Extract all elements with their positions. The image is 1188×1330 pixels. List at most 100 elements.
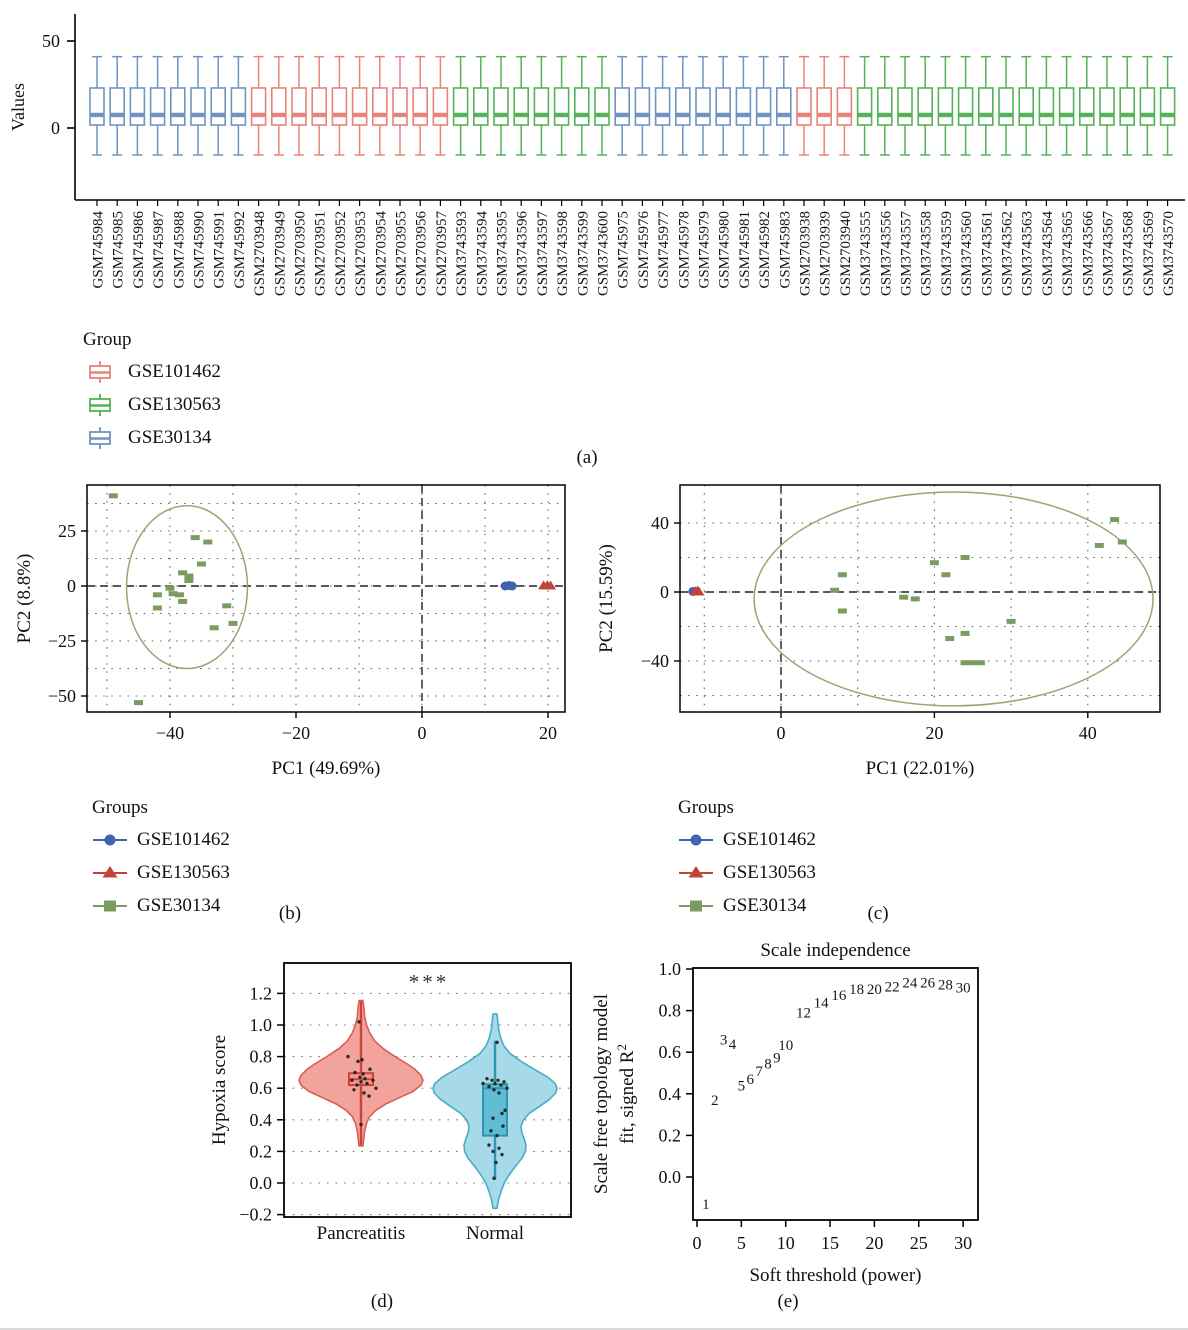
point-square <box>152 605 162 611</box>
sample-label: GSM3743564 <box>1040 211 1056 297</box>
point-square <box>960 555 970 560</box>
triangle-marker-icon <box>679 865 713 877</box>
jitter-point <box>356 1059 360 1064</box>
x-tick-label: 20 <box>865 1233 883 1253</box>
sample-label: GSM3743594 <box>474 211 490 297</box>
point-square <box>968 660 978 666</box>
y-tick-label: 50 <box>42 31 60 51</box>
median <box>857 112 872 118</box>
sample-label: GSM745979 <box>697 211 713 289</box>
jitter-point <box>367 1094 371 1098</box>
median <box>251 112 266 118</box>
box <box>1018 87 1035 126</box>
power-point-label: 30 <box>956 981 971 997</box>
box <box>109 87 125 126</box>
y-tick-label: −25 <box>48 631 76 651</box>
caption-b: (b) <box>278 903 302 924</box>
jitter-point <box>497 1146 501 1150</box>
median <box>150 112 165 118</box>
sample-label: GSM3743597 <box>535 211 551 297</box>
sample-label: GSM3743558 <box>919 211 935 296</box>
jitter-point <box>346 1054 350 1059</box>
sample-label: GSM745992 <box>232 211 248 289</box>
median <box>595 112 609 118</box>
point-square <box>197 561 206 567</box>
box <box>977 87 994 126</box>
jitter-point <box>374 1086 378 1090</box>
jitter-point <box>365 1081 369 1086</box>
data-points <box>688 517 1127 666</box>
sample-label: GSM3743600 <box>596 211 612 296</box>
median <box>90 112 104 118</box>
median <box>756 112 771 118</box>
point-square <box>1110 517 1120 523</box>
sample-label: GSM745976 <box>636 211 652 289</box>
y-axis-title: Hypoxia score <box>209 1035 230 1145</box>
legend-item-label: GSE30134 <box>723 894 807 916</box>
point-square <box>108 493 118 499</box>
box <box>210 87 226 126</box>
median <box>1120 112 1135 118</box>
median <box>898 112 912 118</box>
power-point-label: 24 <box>902 976 918 992</box>
median <box>999 112 1013 118</box>
sample-label: GSM745978 <box>676 211 692 289</box>
square-marker-icon <box>679 900 713 911</box>
box <box>331 87 348 126</box>
x-tick-label: 5 <box>737 1233 746 1253</box>
power-point-label: 7 <box>755 1064 763 1080</box>
y-tick-label: 1.0 <box>659 959 682 979</box>
y-tick-label: 0.8 <box>659 1001 682 1021</box>
sample-label: GSM3743598 <box>555 211 571 296</box>
power-point-label: 3 <box>720 1033 728 1049</box>
box <box>897 87 913 126</box>
box <box>311 87 328 126</box>
x-axis-title: Soft threshold (power) <box>749 1265 921 1286</box>
sample-label: GSM3743561 <box>979 211 995 296</box>
y-tick-label: 0.0 <box>250 1173 273 1193</box>
confidence-ellipse <box>125 504 249 670</box>
box <box>796 87 812 126</box>
sample-label: GSM3743593 <box>454 211 470 296</box>
point-square <box>165 585 175 591</box>
sample-label: GSM3743568 <box>1121 211 1137 296</box>
box <box>1079 87 1095 126</box>
y-axis-title-line2: fit, signed R2 <box>614 1044 638 1144</box>
box <box>614 87 631 126</box>
legend-item: GSE130563 <box>678 856 816 889</box>
box <box>472 87 489 126</box>
median <box>776 112 791 118</box>
panel-b-legend: Groups GSE101462 GSE130563 GSE30134 <box>92 797 230 922</box>
box <box>432 87 449 126</box>
sample-label: GSM2703948 <box>252 211 268 296</box>
point-triangle <box>691 585 703 595</box>
jitter-point <box>495 1133 499 1138</box>
square-marker-icon <box>93 900 127 911</box>
box <box>493 87 509 126</box>
box <box>937 87 954 126</box>
caption-e: (e) <box>777 1291 799 1312</box>
median <box>433 112 448 118</box>
median <box>918 112 933 118</box>
y-axis-title: PC2 (15.59%) <box>596 544 617 653</box>
sample-label: GSM2703939 <box>818 211 834 296</box>
sample-label: GSM3743557 <box>899 211 915 297</box>
inner-box <box>482 1083 508 1137</box>
sample-label: GSM3743562 <box>1000 211 1016 296</box>
median <box>736 112 751 118</box>
sample-label: GSM3743559 <box>939 211 955 296</box>
box <box>553 87 570 126</box>
circle-marker-icon <box>679 834 713 845</box>
median <box>453 112 468 118</box>
sample-label: GSM745988 <box>171 211 187 289</box>
y-tick-label: −40 <box>641 651 669 671</box>
y-tick-label: 0.4 <box>250 1110 273 1130</box>
x-tick-label: 0 <box>777 723 786 743</box>
box-marker-icon <box>89 393 111 416</box>
point-square <box>168 591 178 597</box>
sample-label: GSM3743567 <box>1101 211 1117 297</box>
median <box>1039 112 1054 118</box>
